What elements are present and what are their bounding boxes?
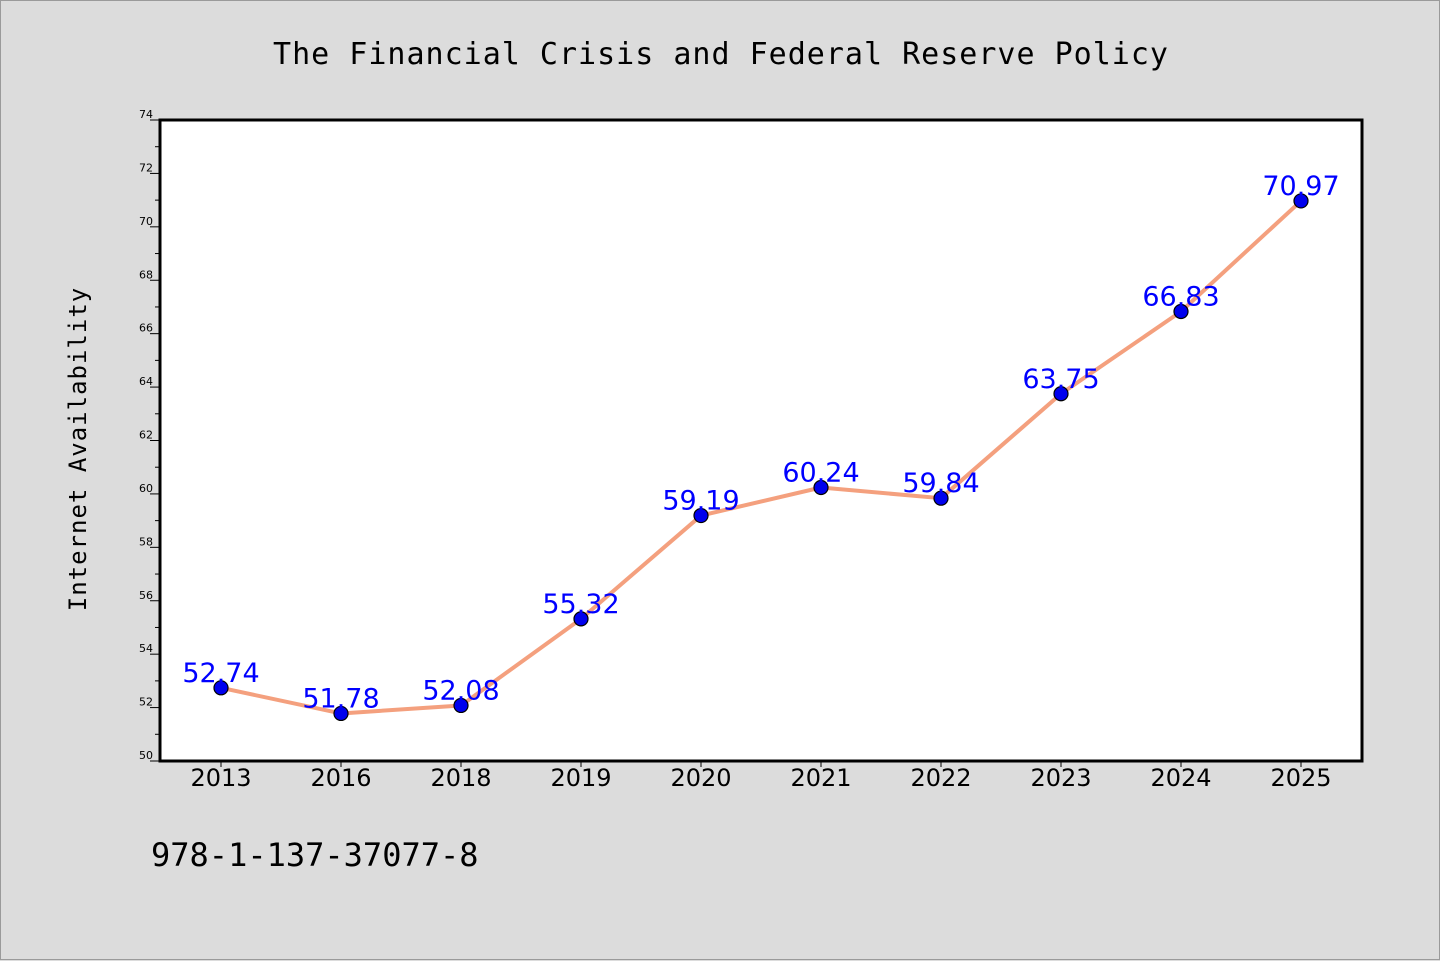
- y-tick-label: 50: [139, 749, 153, 762]
- x-tick-label: 2024: [1150, 764, 1211, 792]
- y-tick-label: 68: [139, 268, 153, 281]
- y-tick-label: 54: [139, 642, 153, 655]
- data-label: 60.24: [782, 458, 859, 489]
- data-label: 51.78: [302, 683, 379, 714]
- data-label: 52.08: [422, 675, 499, 706]
- x-tick-label: 2013: [190, 764, 251, 792]
- data-point: [813, 479, 829, 496]
- y-tick-label: 72: [139, 161, 153, 174]
- x-tick-label: 2019: [550, 764, 611, 792]
- chart-marks: 50 52 54 56 58 60 62 64 66 68 70 72 74 2013 2016 2018 20…: [139, 108, 1340, 792]
- x-tick-label: 2023: [1030, 764, 1091, 792]
- y-tick-label: 74: [139, 108, 153, 121]
- data-point: [933, 490, 949, 506]
- x-tick-label: 2020: [670, 764, 731, 792]
- plot-frame: [158, 118, 1364, 763]
- data-label: 66.83: [1142, 281, 1219, 312]
- x-tick-label: 2016: [310, 764, 371, 792]
- y-tick-label: 56: [139, 589, 153, 602]
- x-tick-label: 2021: [790, 764, 851, 792]
- data-point: [1293, 193, 1309, 209]
- x-tick-label: 2025: [1270, 764, 1331, 792]
- series-line: [219, 198, 1303, 716]
- y-tick-label: 60: [139, 482, 153, 495]
- y-axis-label: Internet Availability: [64, 287, 92, 611]
- plot-area: [160, 120, 1362, 761]
- x-tick-label: 2018: [430, 764, 491, 792]
- data-point: [213, 680, 229, 696]
- x-tick-label: 2022: [910, 764, 971, 792]
- chart-title: The Financial Crisis and Federal Reserve…: [273, 37, 1169, 72]
- y-tick-label: 66: [139, 322, 153, 335]
- y-tick-label: 58: [139, 535, 153, 548]
- y-tick-label: 52: [139, 696, 153, 709]
- data-point: [1053, 386, 1069, 402]
- data-point: [453, 697, 469, 714]
- y-tick-label: 64: [139, 375, 153, 388]
- data-label: 59.19: [662, 486, 739, 517]
- data-label: 52.74: [182, 658, 259, 689]
- data-point: [333, 705, 349, 722]
- data-label: 70.97: [1262, 171, 1339, 202]
- data-point: [693, 507, 709, 524]
- isbn-annotation: 978-1-137-37077-8: [151, 836, 479, 874]
- data-point: [1173, 303, 1189, 320]
- y-tick-label: 70: [139, 215, 153, 228]
- data-label: 59.84: [902, 468, 979, 499]
- data-point: [573, 611, 589, 627]
- y-tick-label: 62: [139, 429, 153, 442]
- data-label: 63.75: [1022, 364, 1099, 395]
- data-label: 55.32: [542, 589, 619, 620]
